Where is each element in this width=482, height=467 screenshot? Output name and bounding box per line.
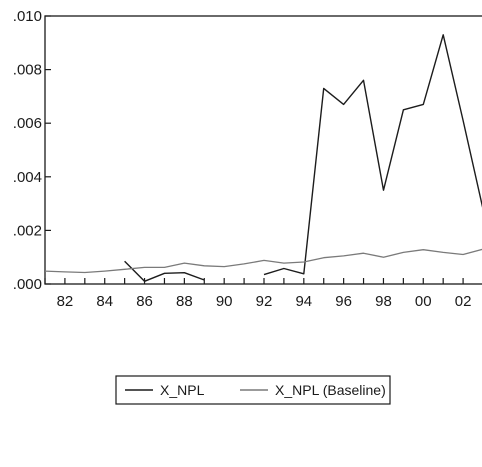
legend-box bbox=[115, 375, 391, 405]
x-tick-label: 92 bbox=[256, 293, 273, 310]
series-line-x-npl bbox=[263, 34, 482, 276]
x-tick-label: 94 bbox=[295, 293, 312, 310]
x-tick-label: 96 bbox=[335, 293, 352, 310]
series-line-x-npl bbox=[124, 260, 205, 282]
legend-label: X_NPL bbox=[160, 382, 205, 398]
legend: X_NPL X_NPL (Baseline) bbox=[115, 375, 391, 405]
plot-frame bbox=[44, 15, 482, 285]
y-tick-label: .006 bbox=[13, 115, 42, 132]
x-tick-label: 82 bbox=[57, 293, 74, 310]
y-axis: .000 .002 .004 .006 .008 .010 bbox=[13, 8, 51, 293]
x-tick-label: 98 bbox=[375, 293, 392, 310]
x-tick-label: 88 bbox=[176, 293, 193, 310]
legend-label: X_NPL (Baseline) bbox=[275, 382, 386, 398]
y-tick-label: .004 bbox=[13, 169, 42, 186]
y-tick-label: .000 bbox=[13, 276, 42, 293]
x-axis: 82 84 86 88 90 92 94 96 98 00 02 bbox=[44, 278, 472, 310]
series-line-x-npl-baseline bbox=[44, 248, 482, 274]
y-tick-label: .010 bbox=[13, 8, 42, 25]
y-tick-label: .008 bbox=[13, 62, 42, 79]
x-tick-label: 02 bbox=[455, 293, 472, 310]
x-tick-label: 00 bbox=[415, 293, 432, 310]
x-tick-label: 84 bbox=[96, 293, 113, 310]
x-tick-label: 90 bbox=[216, 293, 233, 310]
series-layer bbox=[44, 34, 482, 282]
x-tick-label: 86 bbox=[136, 293, 153, 310]
y-tick-label: .002 bbox=[13, 222, 42, 239]
